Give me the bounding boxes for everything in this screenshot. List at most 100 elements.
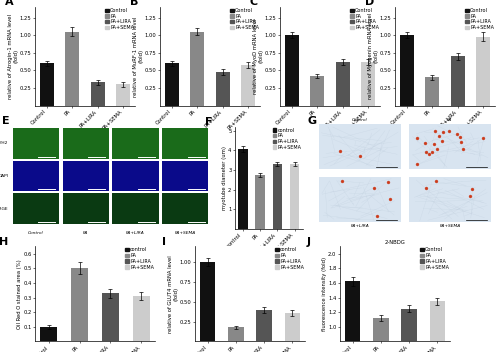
Text: I: I (162, 237, 166, 247)
Bar (162, 128, 208, 159)
Legend: control, PA, PA+LIRA, PA+SEMA: control, PA, PA+LIRA, PA+SEMA (124, 247, 154, 270)
Point (434, 133, 442, 139)
Bar (242, 65, 256, 106)
Bar (102, 293, 119, 341)
Bar (373, 318, 388, 352)
Text: F: F (204, 117, 212, 126)
Text: PA+LIRA: PA+LIRA (350, 224, 370, 228)
Bar (162, 193, 208, 224)
Text: PA: PA (448, 118, 452, 122)
Bar (112, 128, 158, 159)
Legend: Control, PA, PA+LIRA, PA+SEMA: Control, PA, PA+LIRA, PA+SEMA (350, 7, 380, 31)
Bar (228, 327, 244, 341)
Point (370, 185, 378, 191)
Legend: Control, PA, PA+LIRA, PA+SEMA: Control, PA, PA+LIRA, PA+SEMA (104, 7, 134, 31)
Point (430, 141, 438, 146)
Bar (164, 63, 178, 106)
Legend: Control, PA, PA+LIRA, PA+SEMA: Control, PA, PA+LIRA, PA+SEMA (420, 247, 450, 270)
Bar (112, 193, 158, 224)
Bar (336, 62, 350, 106)
Title: 2-NBDG: 2-NBDG (384, 240, 406, 245)
Bar (272, 164, 282, 229)
Bar (40, 327, 58, 341)
Point (445, 128, 453, 134)
Bar (62, 193, 108, 224)
Point (452, 132, 460, 137)
Text: D: D (365, 0, 374, 7)
Legend: control, PA, PA+LIRA, PA+SEMA: control, PA, PA+LIRA, PA+SEMA (272, 127, 302, 150)
Point (386, 196, 394, 201)
Bar (91, 82, 105, 106)
Text: Control: Control (352, 118, 368, 122)
Bar (345, 282, 360, 352)
Bar (256, 175, 265, 229)
Point (440, 129, 448, 134)
Point (431, 128, 439, 134)
Y-axis label: relative of MyoD mRNA level
(fold): relative of MyoD mRNA level (fold) (252, 19, 264, 94)
Bar (410, 124, 490, 169)
Text: DAPI: DAPI (0, 174, 8, 178)
Point (466, 194, 473, 199)
Bar (402, 309, 417, 352)
Bar (284, 35, 298, 106)
Text: Control: Control (28, 231, 44, 234)
Y-axis label: relative of MuRF-1 mRNA level
(fold): relative of MuRF-1 mRNA level (fold) (132, 16, 143, 96)
Bar (71, 268, 88, 341)
Point (432, 178, 440, 184)
Y-axis label: relative of GLUT4 mRNA level
(fold): relative of GLUT4 mRNA level (fold) (168, 255, 178, 333)
Point (456, 134, 464, 140)
Legend: control, PA, PA+LIRA, PA+SEMA: control, PA, PA+LIRA, PA+SEMA (274, 247, 304, 270)
Legend: Control, PA, PA+LIRA, PA+SEMA: Control, PA, PA+LIRA, PA+SEMA (230, 7, 260, 31)
Bar (65, 32, 79, 106)
Point (421, 140, 429, 146)
Point (374, 214, 382, 219)
Y-axis label: relative of Atrogin-1 mRNA level
(fold): relative of Atrogin-1 mRNA level (fold) (8, 14, 18, 99)
Bar (190, 32, 204, 106)
Bar (310, 76, 324, 106)
Bar (476, 37, 490, 106)
Text: B: B (130, 0, 138, 7)
Bar (132, 296, 150, 341)
Text: A: A (5, 0, 14, 7)
Point (422, 186, 430, 191)
Point (336, 148, 344, 153)
Bar (238, 149, 248, 229)
Text: MERGE: MERGE (0, 207, 8, 211)
Text: H: H (0, 237, 8, 247)
Point (422, 150, 430, 155)
Bar (400, 35, 413, 106)
Y-axis label: relative of Myogenin mRNA level
(fold): relative of Myogenin mRNA level (fold) (368, 13, 378, 100)
Bar (112, 161, 158, 191)
Y-axis label: Oil Red O stained area (%): Oil Red O stained area (%) (17, 259, 22, 329)
Point (459, 146, 467, 151)
Bar (430, 301, 445, 352)
Bar (200, 262, 216, 341)
Bar (410, 176, 490, 222)
Y-axis label: fluorescence intensity (fold): fluorescence intensity (fold) (322, 257, 327, 331)
Bar (12, 128, 59, 159)
Bar (320, 176, 400, 222)
Text: MYH2: MYH2 (0, 141, 8, 145)
Legend: Control, PA, PA+LIRA, PA+SEMA: Control, PA, PA+LIRA, PA+SEMA (464, 7, 494, 31)
Bar (284, 313, 300, 341)
Point (456, 139, 464, 145)
Bar (425, 77, 439, 106)
Bar (12, 193, 59, 224)
Text: J: J (307, 237, 311, 247)
Point (338, 178, 346, 184)
Bar (116, 84, 130, 106)
Point (478, 135, 486, 140)
Point (468, 186, 476, 192)
Bar (162, 161, 208, 191)
Bar (12, 161, 59, 191)
Text: PA+LIRA: PA+LIRA (126, 231, 145, 234)
Point (426, 151, 434, 157)
Point (356, 153, 364, 159)
Y-axis label: myotube diameter (um): myotube diameter (um) (222, 146, 227, 210)
Bar (62, 128, 108, 159)
Point (413, 161, 421, 167)
Text: PA+SEMA: PA+SEMA (174, 231, 196, 234)
Bar (256, 310, 272, 341)
Point (428, 149, 436, 155)
Bar (362, 62, 376, 106)
